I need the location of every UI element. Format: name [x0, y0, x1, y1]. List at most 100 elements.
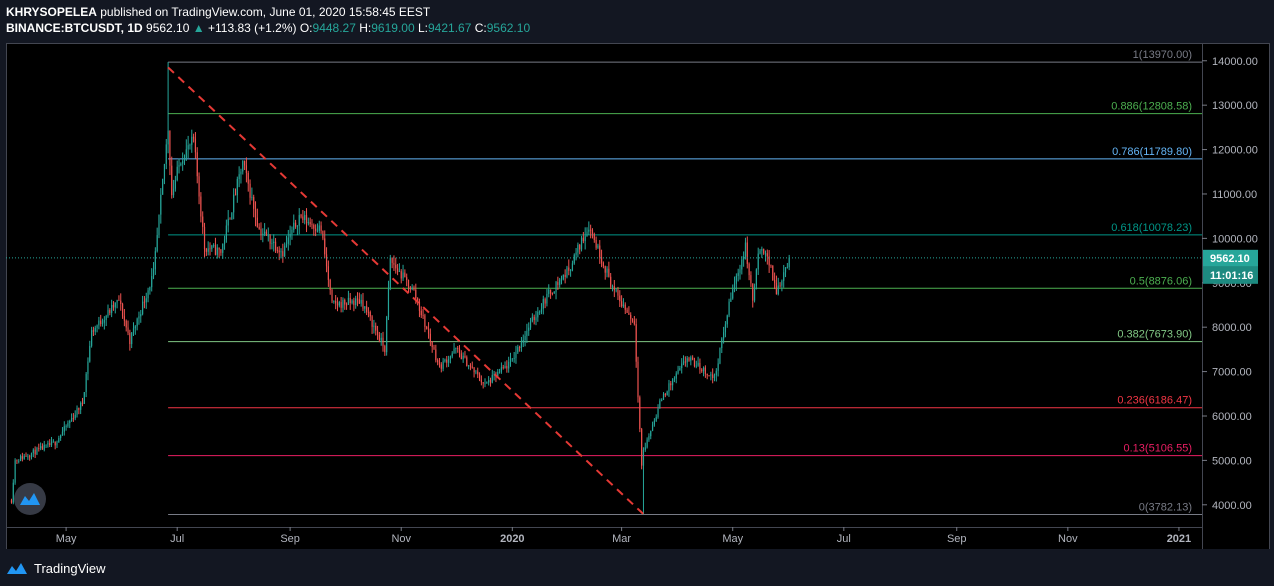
candle-body [289, 234, 291, 238]
candle-body [772, 265, 774, 281]
candle-body [364, 306, 366, 309]
candle-body [58, 438, 60, 443]
candle-body [613, 286, 615, 291]
candle-body [473, 367, 475, 373]
candle-body [557, 282, 559, 285]
candle-body [347, 297, 350, 305]
y-tick-label: 13000.00 [1212, 100, 1258, 112]
x-tick-label: May [56, 533, 77, 545]
candle-body [759, 250, 761, 254]
y-tick-label: 5000.00 [1212, 455, 1252, 467]
candle-body [783, 272, 785, 281]
brand-name[interactable]: TradingView [34, 560, 106, 576]
candle-body [475, 371, 477, 373]
candle-body [504, 365, 506, 369]
candle-body [389, 257, 391, 288]
candle-body [690, 357, 692, 361]
candle-body [559, 279, 561, 285]
candle-body [211, 245, 213, 250]
candle-body [761, 249, 763, 251]
candle-body [380, 337, 382, 341]
candle-body [520, 342, 523, 348]
candle-body [101, 322, 104, 324]
candle-body [413, 287, 415, 290]
candle-body [191, 136, 193, 145]
candle-body [92, 330, 95, 332]
candle-body [668, 383, 670, 392]
candle-body [628, 312, 630, 315]
candle-body [526, 330, 528, 337]
candle-body [285, 243, 288, 246]
change-up-arrow-icon: ▲ [192, 21, 205, 35]
candle-body [466, 357, 468, 367]
publish-line: KHRYSOPELEA published on TradingView.com… [6, 4, 1266, 20]
candle-body [358, 299, 360, 304]
candle-body [564, 274, 566, 277]
candle-body [200, 196, 202, 217]
price-chart[interactable]: 4000.005000.006000.007000.008000.009000.… [6, 43, 1270, 549]
fib-level-label: 0.382(7673.90) [1117, 329, 1192, 341]
x-tick-label: Nov [1058, 533, 1078, 545]
candle-body [484, 382, 486, 384]
candle-body [205, 249, 207, 252]
candle-body [50, 441, 53, 445]
candle-body [313, 225, 315, 229]
candle-body [14, 460, 16, 483]
candle-body [174, 180, 176, 189]
candle-body [744, 242, 747, 257]
candle-body [653, 420, 655, 425]
candle-body [304, 215, 306, 221]
tradingview-logo-icon[interactable] [6, 561, 28, 575]
candle-body [233, 194, 235, 213]
candle-body [29, 456, 31, 458]
candle-body [692, 357, 694, 360]
candle-body [340, 302, 342, 308]
candle-body [131, 332, 133, 345]
candle-body [302, 216, 304, 221]
candle-body [433, 347, 435, 350]
candle-body [114, 302, 116, 308]
candle-body [699, 362, 701, 370]
candle-body [54, 441, 56, 446]
candle-body [406, 277, 408, 280]
candle-body [351, 300, 353, 303]
candle-body [327, 266, 329, 280]
candle-body [238, 174, 240, 180]
candle-body [621, 301, 623, 307]
candle-body [577, 244, 579, 253]
y-tick-label: 11000.00 [1212, 189, 1257, 201]
symbol-line: BINANCE:BTCUSDT, 1D 9562.10 ▲ +113.83 (+… [6, 20, 1266, 36]
candle-body [320, 225, 322, 231]
candle-body [491, 375, 493, 383]
candle-body [437, 360, 439, 363]
candle-body [453, 348, 455, 354]
candle-body [47, 443, 49, 445]
candle-body [107, 309, 109, 317]
footer: TradingView [6, 558, 106, 578]
candle-body [325, 254, 328, 267]
candle-body [132, 328, 135, 333]
candle-body [477, 371, 479, 375]
candle-body [167, 130, 169, 145]
candle-body [584, 236, 586, 242]
author-name[interactable]: KHRYSOPELEA [6, 5, 97, 19]
candle-body [218, 247, 220, 250]
candle-body [737, 272, 739, 276]
candle-body [451, 353, 453, 357]
candle-body [123, 316, 125, 321]
candle-body [300, 215, 302, 217]
candle-body [631, 318, 634, 321]
candle-body [682, 361, 685, 364]
candle-body [546, 293, 548, 304]
chart-area[interactable]: 4000.005000.006000.007000.008000.009000.… [6, 43, 1270, 549]
candle-body [214, 245, 217, 255]
candle-body [493, 373, 495, 376]
candle-body [588, 229, 590, 232]
symbol-label[interactable]: BINANCE:BTCUSDT, 1D [6, 21, 143, 35]
candle-body [111, 304, 113, 313]
candle-body [602, 262, 604, 267]
candle-body [72, 418, 74, 419]
candle-body [67, 423, 69, 427]
candle-body [356, 298, 359, 300]
candle-body [715, 370, 717, 376]
